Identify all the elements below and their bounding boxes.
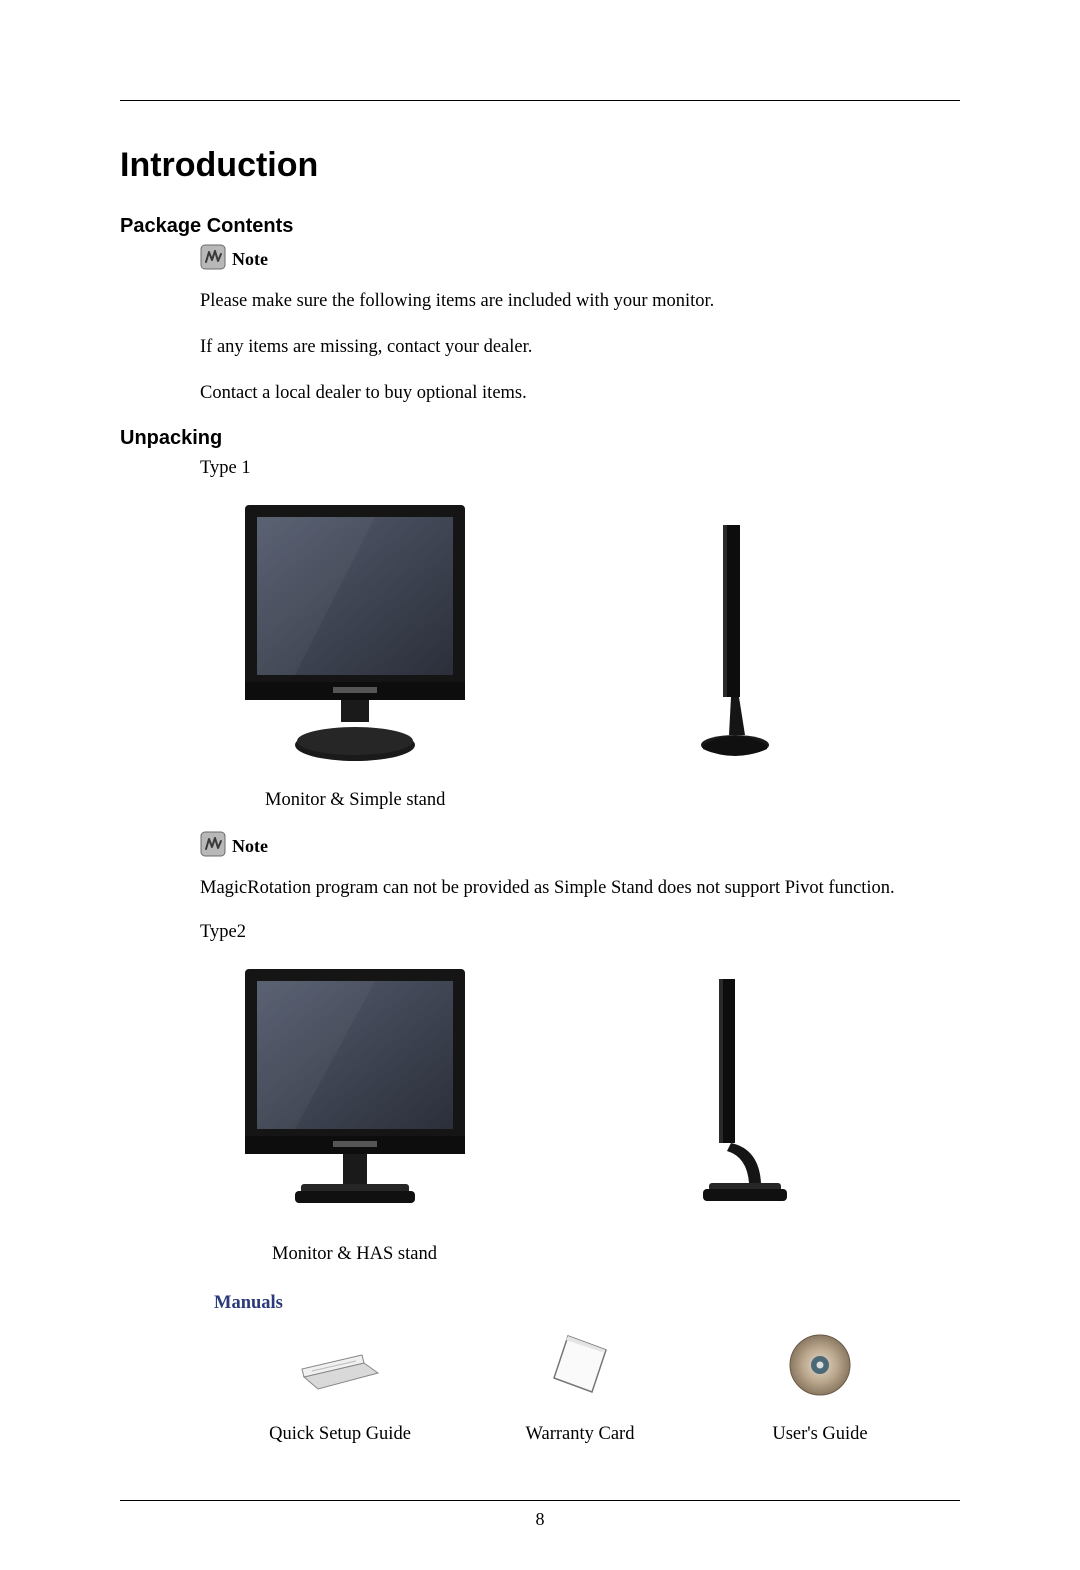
- monitor-front-simple-icon: [235, 497, 475, 772]
- note-icon: [200, 831, 226, 862]
- type-label: Type 1: [200, 458, 960, 479]
- monitor-front-has-icon: [235, 961, 475, 1226]
- quick-setup-guide-icon: [290, 1335, 390, 1400]
- note-label: Note: [232, 249, 268, 270]
- manual-label: User's Guide: [720, 1424, 920, 1445]
- note-label: Note: [232, 836, 268, 857]
- paragraph: If any items are missing, contact your d…: [200, 335, 960, 359]
- monitor-side-simple-icon: [685, 517, 775, 772]
- users-guide-cd-icon: [785, 1330, 855, 1405]
- manual-item: Warranty Card: [480, 1332, 680, 1445]
- warranty-card-icon: [540, 1330, 620, 1405]
- type-label: Type2: [200, 922, 960, 943]
- paragraph: Contact a local dealer to buy optional i…: [200, 381, 960, 405]
- paragraph: MagicRotation program can not be provide…: [200, 876, 960, 900]
- manual-label: Quick Setup Guide: [240, 1424, 440, 1445]
- paragraph: Please make sure the following items are…: [200, 289, 960, 313]
- manual-item: User's Guide: [720, 1332, 920, 1445]
- section-unpacking: Unpacking: [120, 427, 960, 450]
- note-block: Note: [200, 831, 960, 862]
- note-icon: [200, 244, 226, 275]
- page-title: Introduction: [120, 146, 960, 185]
- subsection-manuals: Manuals: [214, 1293, 960, 1314]
- page-number: 8: [120, 1509, 960, 1530]
- image-caption: Monitor & Simple stand: [265, 790, 960, 811]
- manual-label: Warranty Card: [480, 1424, 680, 1445]
- monitor-side-has-icon: [685, 971, 795, 1226]
- note-block: Note: [200, 244, 960, 275]
- manual-item: Quick Setup Guide: [240, 1332, 440, 1445]
- image-caption: Monitor & HAS stand: [272, 1244, 960, 1265]
- section-package-contents: Package Contents: [120, 215, 960, 238]
